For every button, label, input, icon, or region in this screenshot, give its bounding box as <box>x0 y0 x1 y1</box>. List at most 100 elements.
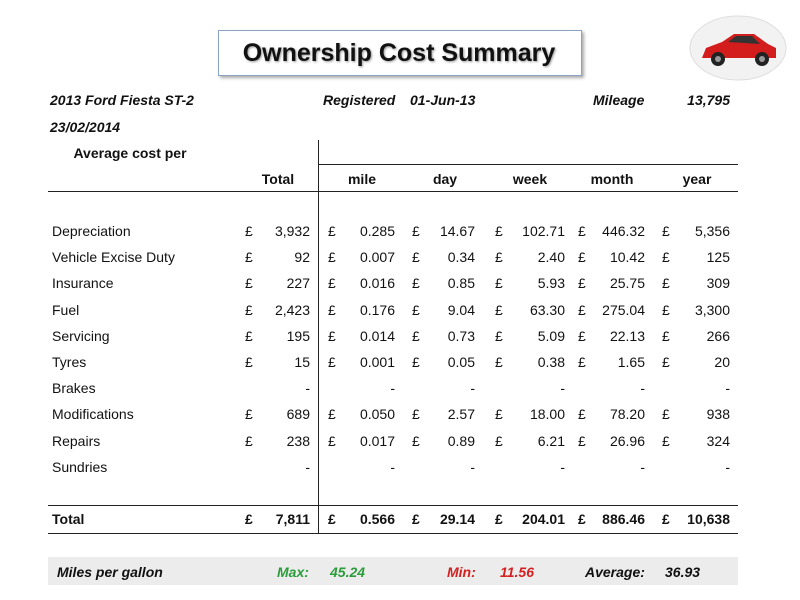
cell: 0.89 <box>447 432 475 449</box>
cell: 0.38 <box>537 354 565 370</box>
currency: £ <box>578 406 586 423</box>
rule <box>48 533 738 534</box>
currency: £ <box>328 275 336 292</box>
mpg-average-label: Average: <box>585 564 645 580</box>
currency: £ <box>412 249 420 266</box>
cell: 275.04 <box>602 301 645 318</box>
row-label: Modifications <box>52 406 134 423</box>
row-label: Sundries <box>52 458 108 475</box>
cell: - <box>725 458 730 475</box>
row-label: Insurance <box>52 275 114 292</box>
cell: 0.176 <box>359 301 395 318</box>
cell: 9.04 <box>447 301 475 318</box>
currency: £ <box>412 275 420 292</box>
cell: 18.00 <box>529 406 565 423</box>
car-image <box>689 15 787 81</box>
currency: £ <box>662 432 670 449</box>
title-box <box>218 30 582 76</box>
mpg-min: 11.56 <box>500 564 534 580</box>
currency: £ <box>412 354 420 370</box>
currency: £ <box>328 249 336 266</box>
currency: £ <box>495 327 503 344</box>
cell: 92 <box>294 249 310 266</box>
row-label: Brakes <box>52 380 96 397</box>
cell: 10,638 <box>687 511 730 527</box>
column-header: Total <box>261 171 295 187</box>
currency: £ <box>495 511 503 527</box>
currency: £ <box>412 223 420 239</box>
rule <box>48 505 738 506</box>
cell: 14.67 <box>439 223 475 239</box>
rule <box>48 191 738 192</box>
cell: 2.40 <box>537 249 565 266</box>
currency: £ <box>662 223 670 239</box>
cell: 0.85 <box>447 275 475 292</box>
cell: 0.050 <box>359 406 395 423</box>
cell: - <box>640 458 645 475</box>
currency: £ <box>578 275 586 292</box>
row-label: Vehicle Excise Duty <box>52 249 175 266</box>
currency: £ <box>662 354 670 370</box>
cell: 0.05 <box>447 354 475 370</box>
cell: 22.13 <box>609 327 645 344</box>
row-label: Tyres <box>52 354 87 370</box>
cell: - <box>305 380 310 397</box>
cell: - <box>470 458 475 475</box>
cell: 238 <box>286 432 310 449</box>
currency: £ <box>662 275 670 292</box>
cell: 0.007 <box>359 249 395 266</box>
registered-label: Registered <box>323 92 396 108</box>
cell: 0.34 <box>447 249 475 266</box>
currency: £ <box>495 223 503 239</box>
currency: £ <box>495 432 503 449</box>
mpg-average: 36.93 <box>665 564 701 580</box>
cell: - <box>390 380 395 397</box>
currency: £ <box>412 511 420 527</box>
cell: 886.46 <box>602 511 645 527</box>
mpg-min-label: Min: <box>447 564 476 580</box>
currency: £ <box>578 249 586 266</box>
row-label: Repairs <box>52 432 101 449</box>
cell: 5,356 <box>694 223 730 239</box>
column-header: day <box>432 171 458 187</box>
cell: 689 <box>286 406 310 423</box>
currency: £ <box>245 511 253 527</box>
currency: £ <box>578 511 586 527</box>
title: Ownership Cost Summary <box>242 39 556 67</box>
currency: £ <box>578 432 586 449</box>
cell: - <box>390 458 395 475</box>
cell: 78.20 <box>609 406 645 423</box>
row-label: Total <box>52 511 85 527</box>
report-date: 23/02/2014 <box>50 119 121 135</box>
currency: £ <box>328 327 336 344</box>
cell: - <box>640 380 645 397</box>
cell: 20 <box>714 354 730 370</box>
cell: - <box>305 458 310 475</box>
cell: 227 <box>286 275 310 292</box>
row-label: Servicing <box>52 327 110 344</box>
mpg-max: 45.24 <box>330 564 366 580</box>
row-label: Fuel <box>52 301 80 318</box>
currency: £ <box>245 327 253 344</box>
currency: £ <box>245 275 253 292</box>
column-header: year <box>682 171 712 187</box>
cell: 0.001 <box>359 354 395 370</box>
cell: 195 <box>286 327 310 344</box>
currency: £ <box>245 406 253 423</box>
currency: £ <box>328 301 336 318</box>
vehicle-model: 2013 Ford Fiesta ST-2 <box>50 92 194 108</box>
row-label: Depreciation <box>52 223 131 239</box>
currency: £ <box>412 432 420 449</box>
cell: 2,423 <box>274 301 310 318</box>
registered-date: 01-Jun-13 <box>410 92 476 108</box>
currency: £ <box>245 354 253 370</box>
rule <box>318 164 738 165</box>
currency: £ <box>412 406 420 423</box>
currency: £ <box>328 354 336 370</box>
currency: £ <box>662 249 670 266</box>
mileage-value: 13,795 <box>687 92 730 108</box>
cell: 1.65 <box>617 354 645 370</box>
currency: £ <box>662 406 670 423</box>
currency: £ <box>578 301 586 318</box>
mpg-max-label: Max: <box>277 564 309 580</box>
